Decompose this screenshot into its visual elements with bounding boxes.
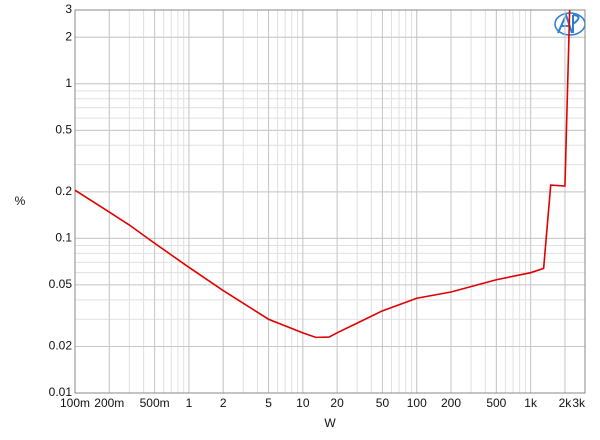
x-tick-label: 500 [486,396,506,410]
y-tick-label: 2 [65,29,72,43]
line [74,9,571,339]
x-tick-label: 500m [140,396,170,410]
plot-frame [74,9,586,394]
x-tick-label: 2k [559,396,573,410]
x-tick-label: 50 [376,396,390,410]
y-tick-label: 0.5 [55,122,72,136]
y-tick-label: 0.1 [55,231,72,245]
x-tick-label: 3k [572,396,586,410]
y-tick-label: 0.02 [49,339,73,353]
y-axis-label: % [15,194,26,208]
x-tick-label: 100m [60,396,90,410]
x-tick-label: 200 [441,396,461,410]
x-axis-label: W [324,416,336,430]
x-tick-label: 2 [220,396,227,410]
y-tick-label: 3 [65,2,72,16]
y-tick-label: 0.01 [49,385,73,399]
x-tick-label: 20 [330,396,344,410]
x-tick-label: 100 [407,396,427,410]
y-tick-label: 1 [65,76,72,90]
x-tick-label: 1 [186,396,193,410]
y-tick-label: 0.2 [55,184,72,198]
x-tick-label: 10 [296,396,310,410]
y-tick-label: 0.05 [49,277,73,291]
x-tick-label: 5 [265,396,272,410]
x-tick-label: 1k [524,396,538,410]
x-tick-label: 200m [94,396,124,410]
